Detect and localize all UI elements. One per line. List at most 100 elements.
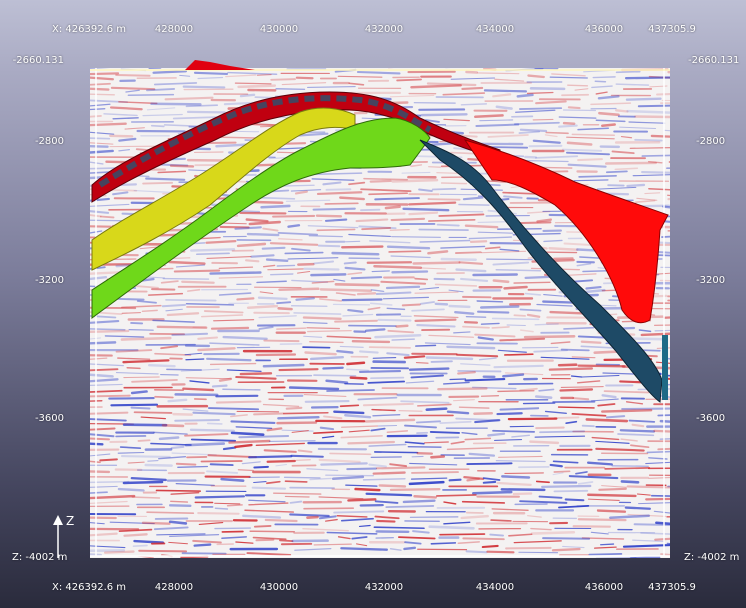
seismic-reflector: [538, 495, 563, 499]
seismic-reflector: [653, 510, 670, 514]
seismic-reflector: [277, 416, 320, 420]
seismic-reflector: [350, 276, 383, 280]
seismic-reflector: [236, 242, 267, 248]
seismic-reflector: [285, 199, 331, 202]
seismic-reflector: [372, 414, 401, 417]
seismic-reflector: [411, 308, 445, 312]
seismic-reflector: [402, 499, 436, 504]
seismic-reflector: [490, 519, 512, 522]
seismic-reflector: [345, 484, 378, 487]
seismic-reflector: [576, 262, 592, 267]
seismic-reflector: [210, 136, 258, 139]
seismic-reflector: [90, 373, 114, 378]
seismic-reflector: [287, 224, 301, 228]
seismic-reflector: [139, 152, 159, 156]
seismic-reflector: [598, 111, 620, 117]
seismic-reflector: [637, 388, 670, 391]
seismic-reflector: [133, 411, 173, 414]
seismic-reflector: [193, 71, 229, 75]
seismic-reflector: [439, 533, 486, 536]
seismic-reflector: [579, 205, 619, 210]
seismic-reflector: [463, 476, 485, 480]
seismic-reflector: [333, 410, 365, 415]
seismic-reflector: [241, 461, 261, 465]
seismic-reflector: [653, 429, 670, 433]
seismic-reflector: [659, 419, 670, 423]
seismic-reflector: [285, 406, 303, 410]
seismic-reflector: [141, 521, 171, 525]
seismic-reflector: [632, 174, 670, 177]
seismic-reflector: [90, 494, 136, 500]
seismic-reflector: [99, 215, 115, 219]
seismic-reflector: [504, 472, 544, 475]
seismic-reflector: [210, 326, 250, 330]
seismic-reflector: [141, 309, 158, 312]
seismic-reflector: [334, 98, 377, 102]
seismic-reflector: [90, 142, 114, 145]
seismic-reflector: [188, 125, 228, 129]
seismic-reflector: [358, 524, 371, 528]
seismic-reflector: [172, 412, 193, 416]
seismic-reflector: [117, 451, 145, 454]
seismic-reflector: [580, 345, 621, 350]
seismic-reflector: [214, 502, 241, 505]
seismic-reflector: [365, 159, 385, 163]
seismic-reflector: [90, 363, 124, 367]
seismic-reflector: [237, 469, 254, 472]
seismic-reflector: [90, 108, 106, 111]
seismic-reflector: [310, 100, 329, 105]
seismic-reflector: [317, 244, 341, 248]
top-axis-tick: 436000: [584, 24, 624, 35]
seismic-reflector: [347, 498, 377, 502]
seismic-reflector: [577, 158, 603, 162]
seismic-reflector: [90, 315, 117, 319]
seismic-reflector: [538, 388, 555, 392]
seismic-reflector: [361, 117, 383, 120]
seismic-reflector: [324, 218, 348, 222]
seismic-reflector: [615, 70, 641, 74]
seismic-reflector: [340, 547, 388, 551]
seismic-reflector: [90, 297, 107, 302]
seismic-reflector: [552, 472, 564, 476]
seismic-reflector: [481, 180, 506, 183]
seismic-reflector: [614, 167, 639, 171]
seismic-reflector: [189, 380, 210, 384]
seismic-reflector: [90, 253, 139, 257]
seismic-reflector: [343, 261, 357, 265]
seismic-reflector: [161, 206, 213, 210]
seismic-reflector: [90, 328, 126, 331]
seismic-reflector: [192, 411, 236, 416]
seismic-reflector: [446, 447, 494, 451]
seismic-reflector: [320, 462, 368, 466]
seismic-reflector: [251, 486, 287, 490]
seismic-reflector: [667, 194, 670, 197]
seismic-reflector: [185, 377, 232, 380]
seismic-reflector: [410, 477, 448, 480]
seismic-reflector: [374, 197, 420, 201]
seismic-reflector: [567, 84, 589, 87]
seismic-reflector: [609, 514, 650, 519]
seismic-reflector: [90, 161, 104, 165]
seismic-reflector: [401, 303, 421, 307]
seismic-reflector: [238, 155, 276, 158]
seismic-reflector: [603, 358, 653, 362]
seismic-reflector: [154, 395, 174, 399]
seismic-reflector: [511, 434, 531, 438]
seismic-reflector: [189, 428, 236, 432]
seismic-reflector: [276, 264, 296, 267]
seismic-reflector: [539, 430, 586, 434]
seismic-reflector: [629, 555, 661, 558]
seismic-reflector: [122, 359, 170, 364]
bottom-axis-tick: 434000: [475, 582, 515, 593]
seismic-reflector: [477, 221, 516, 223]
seismic-reflector: [574, 88, 589, 91]
seismic-reflector: [269, 242, 319, 246]
seismic-reflector: [313, 430, 344, 435]
seismic-reflector: [279, 539, 294, 543]
seismic-reflector: [408, 211, 439, 216]
seismic-reflector: [235, 426, 273, 429]
seismic-section[interactable]: [90, 68, 670, 558]
seismic-reflector: [153, 431, 188, 435]
seismic-reflector: [373, 451, 419, 454]
